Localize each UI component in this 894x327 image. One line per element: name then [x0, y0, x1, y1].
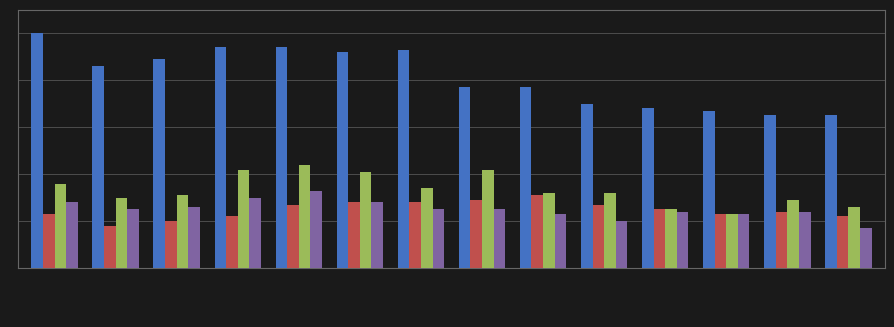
Bar [493, 209, 505, 268]
Bar [275, 47, 287, 268]
Bar [55, 183, 66, 268]
Bar [703, 111, 714, 268]
Bar [66, 202, 78, 268]
Bar [825, 115, 837, 268]
Bar [714, 214, 726, 268]
Bar [115, 198, 127, 268]
Bar [337, 52, 349, 268]
Bar [409, 202, 421, 268]
Bar [398, 50, 409, 268]
Bar [165, 221, 177, 268]
Bar [738, 214, 749, 268]
Bar [92, 66, 104, 268]
Bar [764, 115, 776, 268]
Bar [104, 226, 115, 268]
Bar [459, 87, 470, 268]
Bar [520, 87, 531, 268]
Bar [799, 212, 811, 268]
Bar [310, 191, 322, 268]
Bar [776, 212, 788, 268]
Bar [604, 193, 616, 268]
Bar [360, 172, 372, 268]
Bar [677, 212, 688, 268]
Bar [665, 209, 677, 268]
Bar [642, 109, 654, 268]
Bar [31, 33, 43, 268]
Bar [349, 202, 360, 268]
Bar [287, 205, 299, 268]
Bar [154, 59, 165, 268]
Bar [531, 195, 543, 268]
Bar [837, 216, 848, 268]
Bar [249, 198, 261, 268]
Bar [226, 216, 238, 268]
Bar [581, 104, 593, 268]
Bar [726, 214, 738, 268]
Bar [482, 169, 493, 268]
Bar [616, 221, 628, 268]
Bar [43, 214, 55, 268]
Bar [189, 207, 200, 268]
Bar [788, 200, 799, 268]
Bar [421, 188, 433, 268]
Bar [177, 195, 189, 268]
Bar [543, 193, 554, 268]
Bar [554, 214, 566, 268]
Bar [238, 169, 249, 268]
Bar [299, 165, 310, 268]
Bar [372, 202, 383, 268]
Bar [654, 209, 665, 268]
Bar [215, 47, 226, 268]
Bar [593, 205, 604, 268]
Bar [127, 209, 139, 268]
Bar [433, 209, 444, 268]
Bar [470, 200, 482, 268]
Bar [848, 207, 860, 268]
Bar [860, 228, 872, 268]
